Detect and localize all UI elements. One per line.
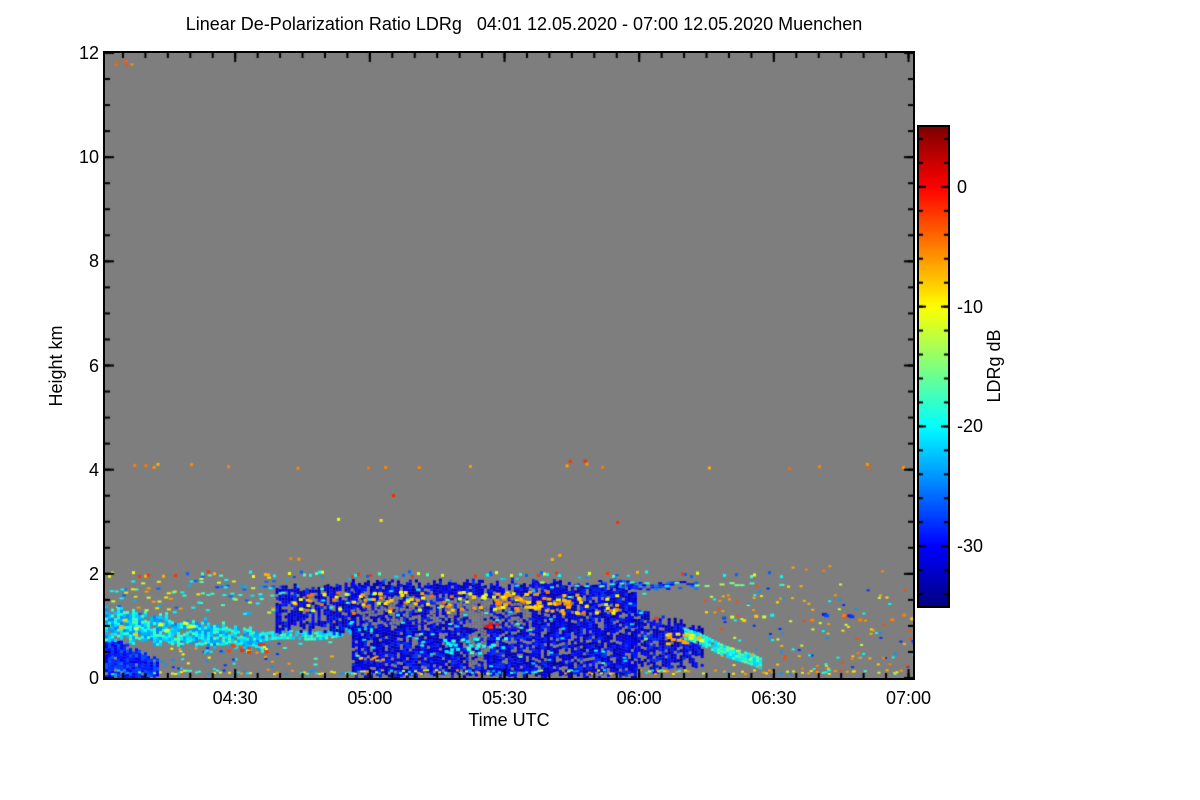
heatmap-canvas bbox=[105, 53, 913, 678]
x-axis-title: Time UTC bbox=[468, 710, 550, 730]
colorbar bbox=[917, 125, 950, 608]
x-tick-label-05:30: 05:30 bbox=[481, 688, 528, 708]
y-tick-label-0: 0 bbox=[88, 668, 99, 688]
y-tick-label-8: 8 bbox=[88, 251, 99, 272]
colorbar-tick-label--30: -30 bbox=[957, 536, 984, 557]
y-tick-label-10: 10 bbox=[78, 147, 99, 168]
y-tick-label-4: 4 bbox=[88, 459, 99, 480]
colorbar-tick-label--10: -10 bbox=[957, 296, 984, 317]
x-tick-label-07:00: 07:00 bbox=[885, 688, 932, 708]
x-tick-label-05:00: 05:00 bbox=[347, 688, 393, 708]
plot-area bbox=[103, 51, 915, 680]
x-tick-label-06:00: 06:00 bbox=[616, 688, 662, 708]
colorbar-canvas bbox=[919, 127, 948, 606]
x-tick-label-06:30: 06:30 bbox=[751, 688, 797, 708]
y-tick-label-2: 2 bbox=[88, 563, 99, 584]
y-tick-label-6: 6 bbox=[88, 355, 99, 376]
colorbar-tick-label--20: -20 bbox=[957, 416, 984, 437]
chart-title: Linear De-Polarization Ratio LDRg 04:01 … bbox=[185, 14, 863, 34]
colorbar-title: LDRg dB bbox=[984, 329, 1004, 403]
y-tick-label-12: 12 bbox=[78, 43, 99, 63]
x-tick-label-04:30: 04:30 bbox=[212, 688, 258, 708]
colorbar-tick-label-0: 0 bbox=[957, 176, 968, 197]
